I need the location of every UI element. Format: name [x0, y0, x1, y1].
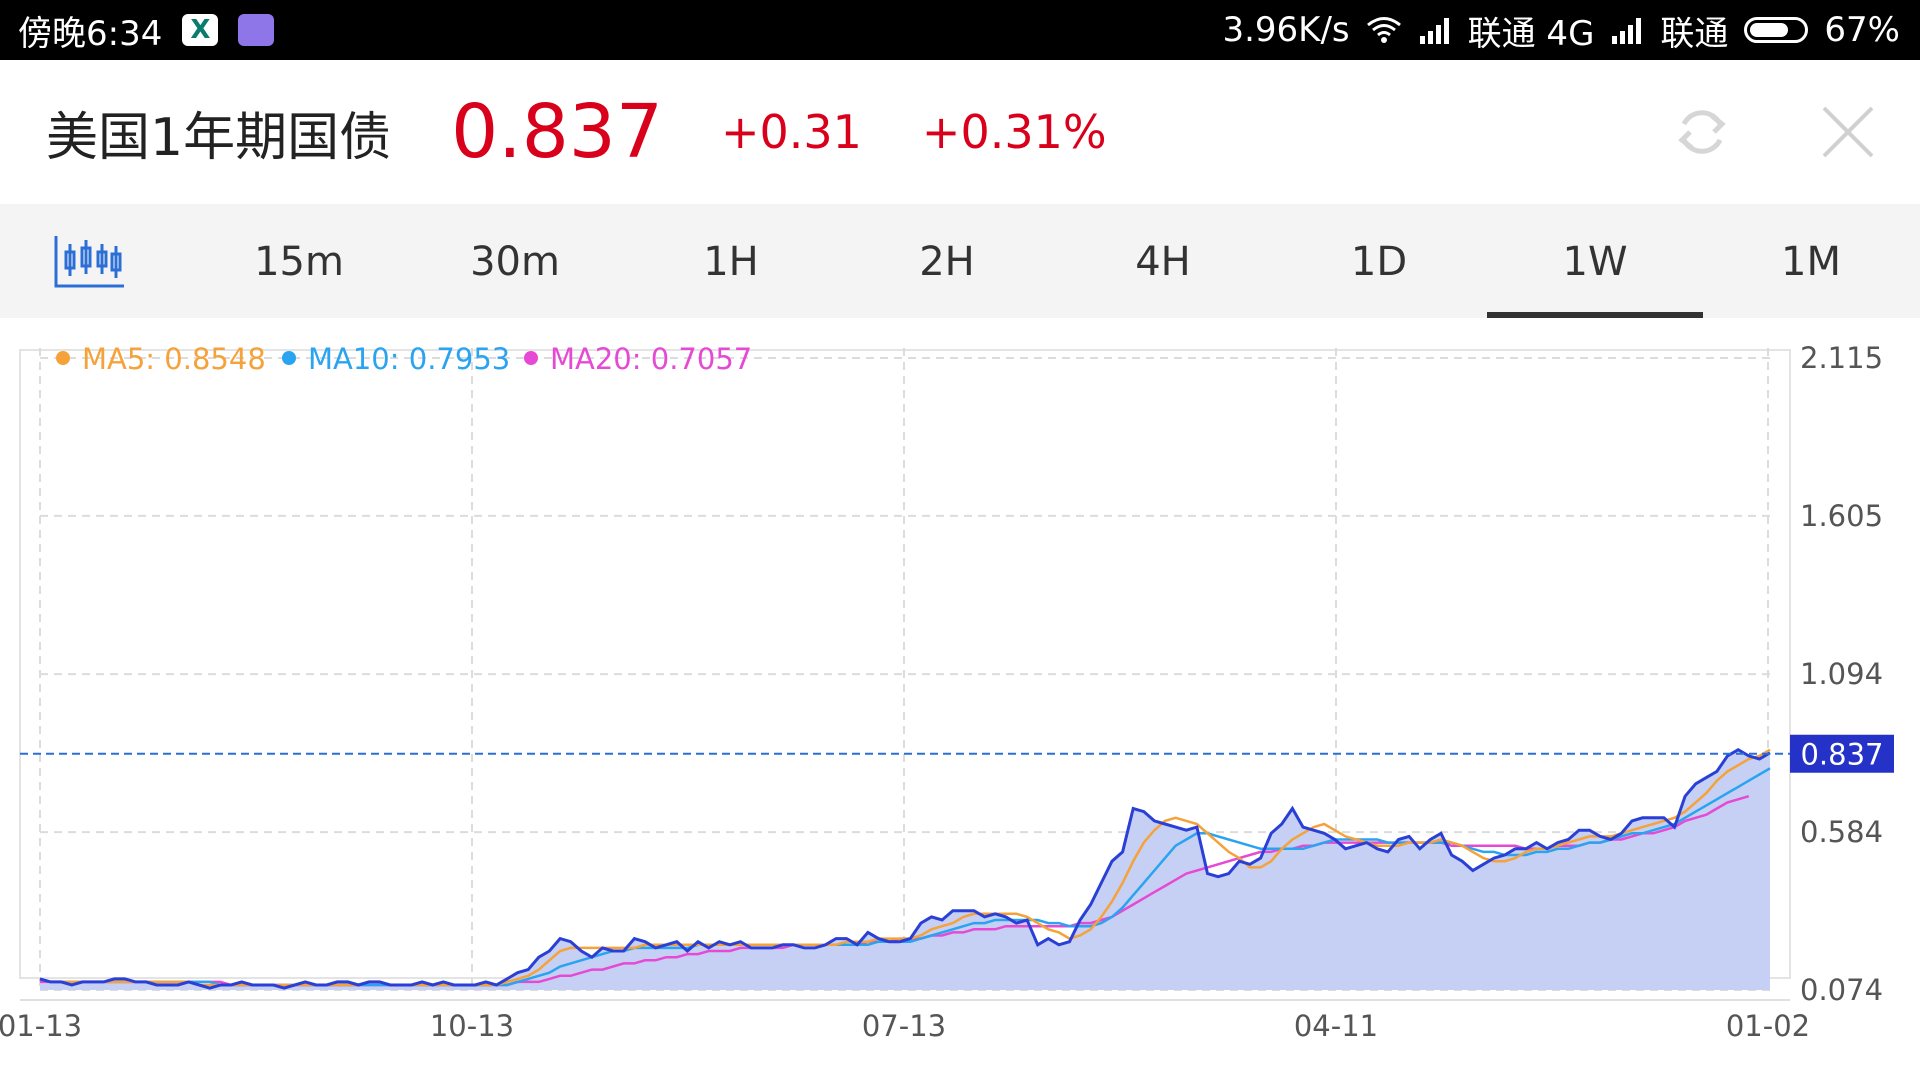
last-price: 0.837	[451, 89, 663, 175]
y-tick-label: 1.094	[1800, 657, 1883, 691]
current-price-label: 0.837	[1800, 738, 1883, 772]
x-app-icon: X	[182, 14, 219, 46]
refresh-icon[interactable]	[1672, 102, 1732, 162]
candlestick-chart-icon[interactable]	[54, 234, 126, 290]
tab-4h[interactable]: 4H	[1135, 239, 1191, 285]
status-time: 傍晚6:34	[18, 13, 163, 54]
battery-level: 67%	[1824, 10, 1900, 50]
close-icon[interactable]	[1820, 104, 1876, 160]
legend-ma5-label: MA5: 0.8548	[82, 342, 266, 376]
x-tick-label: 07-13	[862, 1009, 946, 1043]
interval-tabs: 15m 30m 1H 2H 4H 1D 1W 1M	[0, 204, 1920, 318]
chart-canvas: 2.115 1.605 1.094 0.584 0.074 01-13 10-13 07-13…	[0, 341, 1894, 1043]
tab-1d[interactable]: 1D	[1350, 239, 1408, 285]
wifi-icon	[1366, 17, 1401, 43]
carrier-2: 联通	[1660, 13, 1729, 54]
carrier-4g: 联通 4G	[1467, 13, 1595, 54]
app-notification-icon	[238, 14, 275, 46]
tab-15m[interactable]: 15m	[254, 239, 344, 285]
price-change: +0.31	[720, 105, 862, 159]
x-tick-label: 10-13	[430, 1009, 514, 1043]
y-tick-label: 0.584	[1800, 815, 1883, 849]
x-tick-label: 01-13	[0, 1009, 82, 1043]
legend-ma20: MA20: 0.7057	[524, 342, 752, 376]
quote-header: 美国1年期国债 0.837 +0.31 +0.31%	[0, 60, 1920, 204]
y-tick-label: 2.115	[1800, 341, 1883, 375]
legend-ma10: MA10: 0.7953	[282, 342, 510, 376]
legend-ma20-label: MA20: 0.7057	[550, 342, 753, 376]
y-tick-label: 0.074	[1800, 973, 1883, 1007]
y-tick-label: 1.605	[1800, 499, 1883, 533]
legend-dot-ma10	[282, 351, 296, 365]
legend-dot-ma5	[56, 351, 70, 365]
signal-icon	[1419, 18, 1449, 44]
legend-dot-ma20	[524, 351, 538, 365]
tab-2h[interactable]: 2H	[919, 239, 975, 285]
legend-ma10-label: MA10: 0.7953	[308, 342, 511, 376]
tab-1w[interactable]: 1W	[1487, 204, 1703, 318]
price-area	[40, 749, 1770, 990]
current-price-badge	[1790, 734, 1894, 773]
net-speed: 3.96K/s	[1222, 10, 1350, 50]
legend-ma5: MA5: 0.8548	[56, 342, 266, 376]
battery-icon	[1744, 17, 1809, 43]
tab-30m[interactable]: 30m	[470, 239, 560, 285]
x-tick-label: 04-11	[1294, 1009, 1378, 1043]
tab-1m[interactable]: 1M	[1781, 239, 1841, 285]
instrument-title: 美国1年期国债	[46, 107, 392, 168]
price-chart[interactable]: MA5: 0.8548 MA10: 0.7953 MA20: 0.7057 2.…	[0, 318, 1920, 1080]
x-tick-label: 01-02	[1726, 1009, 1810, 1043]
tab-1h[interactable]: 1H	[703, 239, 759, 285]
price-change-percent: +0.31%	[921, 105, 1107, 159]
signal-icon-2	[1612, 18, 1642, 44]
status-bar: 傍晚6:34 X 3.96K/s 联通 4G 联通 67%	[0, 0, 1920, 60]
series-line-price	[39, 747, 1771, 990]
